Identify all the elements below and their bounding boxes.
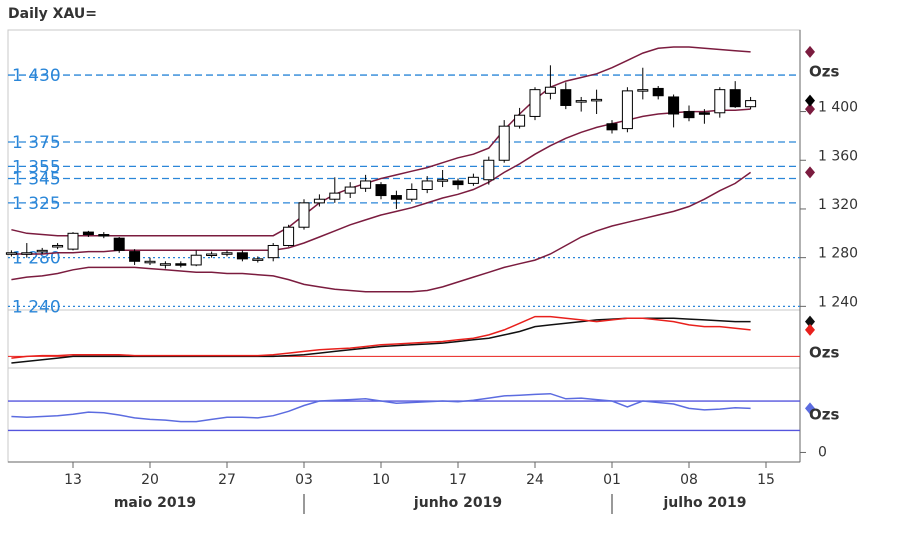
last-value-marker: [805, 315, 815, 328]
candle-body: [21, 252, 33, 255]
line-series: [11, 171, 752, 293]
candle-body: [591, 98, 603, 102]
last-value-marker: [805, 323, 815, 336]
candle-body: [637, 89, 649, 92]
candle-body: [745, 100, 757, 108]
line-series: [11, 392, 751, 423]
candle-body: [360, 180, 372, 189]
candle-body: [98, 234, 110, 237]
candle-body: [283, 226, 295, 246]
level-label: 1 240: [12, 297, 61, 317]
candle-body: [190, 254, 202, 266]
candle-body: [375, 184, 387, 197]
candle-body: [514, 114, 526, 127]
month-label: maio 2019: [114, 495, 196, 511]
candle-body: [221, 252, 233, 255]
last-value-marker: [805, 45, 815, 58]
candle-body: [298, 202, 310, 228]
candle-body: [206, 253, 218, 256]
last-value-marker: [805, 402, 815, 415]
panel-frame: [7, 367, 801, 463]
candle-body: [729, 89, 741, 108]
candle-body: [560, 89, 572, 106]
candle-body: [714, 89, 726, 114]
candle-body: [159, 263, 171, 266]
candle-body: [498, 125, 510, 161]
y-tick-label: 1 320: [818, 197, 858, 213]
candle-body: [113, 237, 125, 251]
candle-body: [606, 123, 618, 131]
candle-body: [5, 252, 17, 255]
legend-label: Ozs: [809, 344, 839, 362]
candle-body: [683, 111, 695, 119]
candle-body: [529, 89, 541, 117]
month-label: junho 2019: [413, 495, 502, 511]
level-label: 1 280: [12, 249, 61, 269]
y-tick-label: 1 400: [818, 100, 858, 116]
candle-body: [621, 90, 633, 130]
candle-body: [313, 198, 325, 204]
x-tick-label: 03: [295, 472, 313, 488]
candle-body: [344, 186, 356, 194]
candle-body: [36, 249, 48, 253]
candle-body: [668, 96, 680, 115]
y-tick-label: 1 360: [818, 148, 858, 164]
x-tick-label: 27: [218, 472, 236, 488]
candle-body: [67, 232, 79, 250]
x-tick-label: 15: [757, 472, 775, 488]
candle-body: [575, 100, 587, 103]
x-tick-label: 10: [372, 472, 390, 488]
candle-body: [144, 260, 156, 264]
y-tick-label: 0: [818, 444, 827, 460]
x-tick-label: 20: [141, 472, 159, 488]
legend-label: Ozs: [809, 63, 839, 81]
candle-body: [698, 112, 710, 115]
x-tick-label: 17: [449, 472, 467, 488]
chart-title: Daily XAU=: [8, 6, 97, 22]
candle-body: [252, 258, 264, 261]
last-value-marker: [805, 94, 815, 107]
line-series: [11, 315, 751, 359]
line-series: [11, 108, 751, 255]
candle-body: [652, 87, 664, 97]
candle-body: [437, 179, 449, 182]
candle-body: [329, 192, 341, 200]
level-label: 1 375: [12, 133, 61, 153]
candle-body: [452, 180, 464, 186]
candle-body: [236, 252, 248, 260]
y-tick-label: 1 280: [818, 246, 858, 262]
y-tick-label: 1 240: [818, 294, 858, 310]
line-series: [11, 46, 751, 237]
x-tick-label: 08: [680, 472, 698, 488]
x-tick-label: 24: [526, 472, 544, 488]
level-label: 1 355: [12, 157, 61, 177]
level-label: 1 345: [12, 170, 61, 190]
candle-body: [129, 251, 141, 262]
x-tick-label: 01: [603, 472, 621, 488]
last-value-marker: [805, 166, 815, 179]
legend-label: Ozs: [809, 406, 839, 424]
level-label: 1 430: [12, 66, 61, 86]
candle-body: [82, 231, 94, 236]
candle-body: [483, 159, 495, 181]
candle-body: [544, 86, 556, 94]
candle-body: [175, 263, 187, 266]
candle-body: [390, 195, 402, 200]
candle-body: [267, 244, 279, 259]
x-tick-label: 13: [64, 472, 82, 488]
candle-body: [467, 176, 479, 184]
month-label: julho 2019: [663, 495, 747, 511]
candle-body: [421, 180, 433, 190]
last-value-marker: [805, 103, 815, 116]
candle-body: [52, 244, 64, 248]
candle-body: [406, 188, 418, 200]
level-label: 1 325: [12, 194, 61, 214]
